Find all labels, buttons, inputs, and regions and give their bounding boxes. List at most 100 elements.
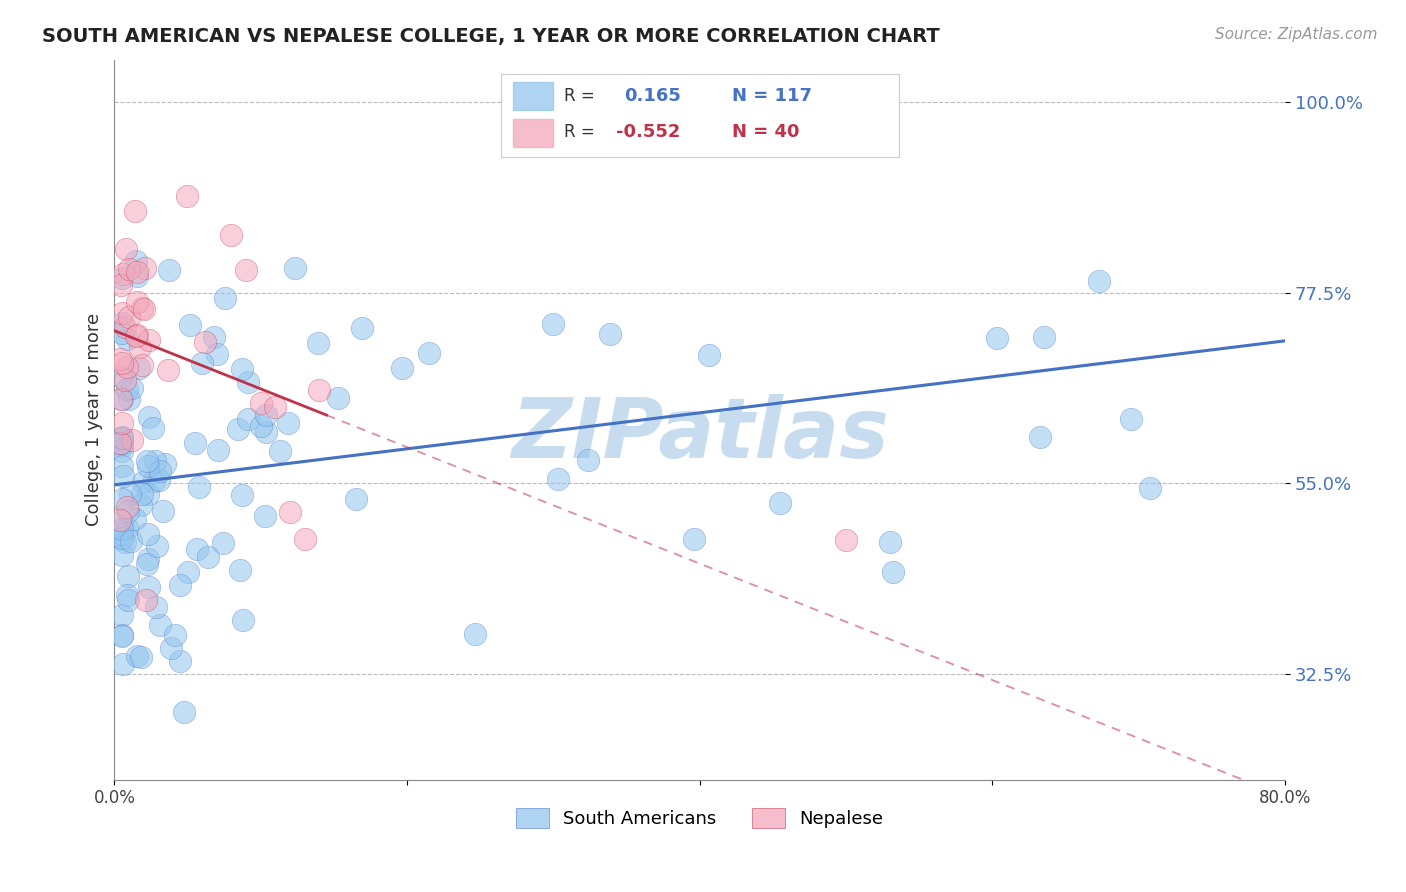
- Point: [1139, 481, 1161, 495]
- Point: [250, 418, 273, 433]
- Point: [111, 458, 134, 473]
- Point: [212, 536, 235, 550]
- Point: [114, 534, 136, 549]
- Point: [238, 412, 260, 426]
- Point: [149, 464, 172, 478]
- Point: [350, 320, 373, 334]
- Y-axis label: College, 1 year or more: College, 1 year or more: [86, 313, 103, 526]
- Point: [986, 330, 1008, 344]
- Point: [152, 503, 174, 517]
- Point: [769, 496, 792, 510]
- Point: [254, 509, 277, 524]
- Point: [344, 491, 367, 506]
- Point: [115, 332, 138, 346]
- Point: [111, 267, 134, 281]
- Point: [143, 454, 166, 468]
- Point: [115, 521, 138, 535]
- Point: [115, 500, 138, 515]
- Point: [221, 228, 243, 243]
- Point: [114, 243, 136, 257]
- Point: [128, 340, 150, 354]
- Point: [136, 552, 159, 566]
- Point: [111, 270, 134, 285]
- Point: [1028, 430, 1050, 444]
- Point: [249, 396, 271, 410]
- Point: [1088, 274, 1111, 288]
- Point: [326, 391, 349, 405]
- Point: [464, 627, 486, 641]
- Point: [110, 392, 132, 406]
- Point: [114, 320, 136, 334]
- Point: [153, 458, 176, 472]
- Point: [226, 422, 249, 436]
- Point: [111, 438, 134, 452]
- Point: [111, 392, 134, 406]
- Point: [111, 436, 134, 450]
- Point: [111, 306, 134, 320]
- Point: [111, 326, 134, 341]
- Point: [145, 600, 167, 615]
- Point: [121, 433, 143, 447]
- Point: [835, 533, 858, 548]
- Text: Source: ZipAtlas.com: Source: ZipAtlas.com: [1215, 27, 1378, 42]
- Point: [115, 360, 138, 375]
- Point: [134, 260, 156, 275]
- Point: [134, 301, 156, 316]
- Point: [418, 346, 440, 360]
- Point: [111, 514, 134, 528]
- Point: [110, 435, 132, 450]
- Point: [142, 420, 165, 434]
- Point: [136, 487, 159, 501]
- Point: [128, 360, 150, 375]
- Point: [124, 253, 146, 268]
- Point: [183, 436, 205, 450]
- Text: ZIPatlas: ZIPatlas: [510, 393, 889, 475]
- Point: [134, 592, 156, 607]
- Point: [254, 425, 277, 439]
- Point: [110, 352, 132, 367]
- Point: [111, 316, 134, 330]
- Point: [231, 488, 253, 502]
- Point: [138, 333, 160, 347]
- Point: [111, 491, 134, 506]
- Point: [204, 330, 226, 344]
- Point: [124, 512, 146, 526]
- Point: [1032, 330, 1054, 344]
- Point: [112, 657, 135, 671]
- Point: [127, 265, 149, 279]
- Point: [111, 628, 134, 642]
- Point: [121, 381, 143, 395]
- Point: [118, 261, 141, 276]
- Point: [111, 430, 134, 444]
- Point: [176, 189, 198, 203]
- Point: [882, 566, 904, 580]
- Point: [1119, 411, 1142, 425]
- Point: [149, 618, 172, 632]
- Point: [235, 263, 257, 277]
- Point: [111, 629, 134, 643]
- Point: [186, 542, 208, 557]
- Point: [683, 533, 706, 547]
- Point: [131, 301, 153, 315]
- Point: [114, 373, 136, 387]
- Point: [118, 310, 141, 325]
- Point: [125, 328, 148, 343]
- Point: [136, 527, 159, 541]
- Point: [264, 401, 287, 415]
- Point: [173, 705, 195, 719]
- Point: [125, 648, 148, 663]
- Point: [187, 480, 209, 494]
- Point: [117, 382, 139, 396]
- Point: [148, 473, 170, 487]
- Point: [276, 417, 298, 431]
- Point: [238, 376, 260, 390]
- Point: [136, 557, 159, 571]
- Point: [197, 549, 219, 564]
- Point: [391, 360, 413, 375]
- Point: [129, 498, 152, 512]
- Point: [138, 409, 160, 424]
- Point: [194, 334, 217, 349]
- Point: [284, 260, 307, 275]
- Point: [135, 454, 157, 468]
- Legend: South Americans, Nepalese: South Americans, Nepalese: [509, 801, 890, 836]
